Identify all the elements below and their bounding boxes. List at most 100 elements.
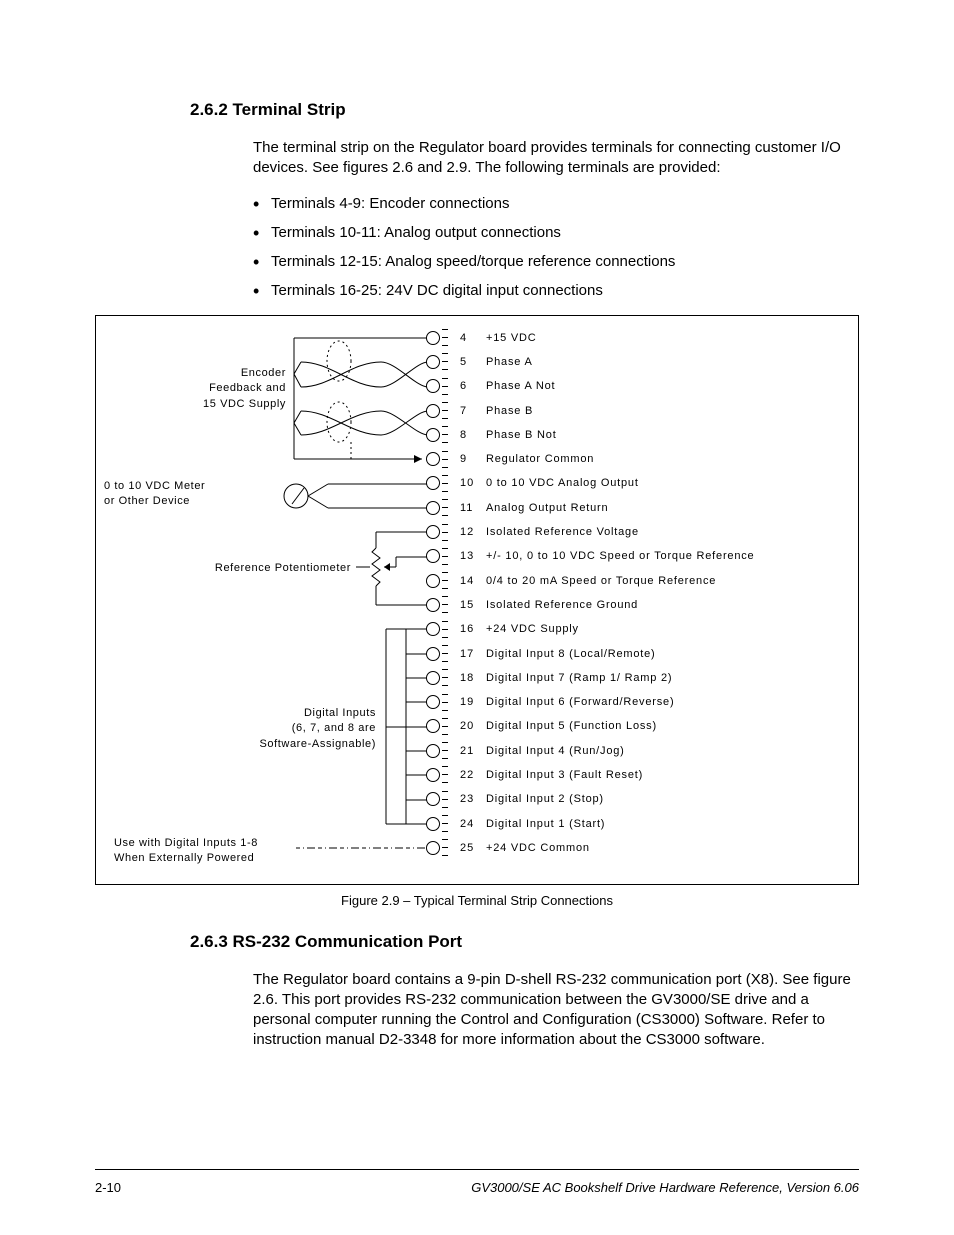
figure-box: 4 +15 VDC 5 Phase A 6Phase A Not 7 Phase B 8 Pha… [95,315,859,885]
label-meter: 0 to 10 VDC Meteror Other Device [104,479,276,511]
terminal-number: 24 [460,818,480,830]
label-digital: Digital Inputs(6, 7, and 8 areSoftware-A… [156,706,376,754]
terminal-screw-icon [442,742,448,759]
terminal-row: 12Isolated Reference Voltage [426,520,754,544]
terminal-row: 17Digital Input 8 (Local/Remote) [426,641,754,665]
terminal-screw-icon [442,402,448,419]
terminal-number: 4 [460,332,480,344]
terminal-circle-icon [426,719,440,733]
terminal-screw-icon [442,839,448,856]
terminal-circle-icon [426,525,440,539]
terminal-circle-icon [426,452,440,466]
intro-text: The terminal strip on the Regulator boar… [253,138,859,179]
terminal-screw-icon [442,378,448,395]
terminal-circle-icon [426,355,440,369]
terminal-number: 20 [460,720,480,732]
terminal-row: 10 0 to 10 VDC Analog Output [426,471,754,495]
terminal-circle-icon [426,744,440,758]
terminal-row: 19Digital Input 6 (Forward/Reverse) [426,690,754,714]
terminal-row: 25+24 VDC Common [426,836,754,860]
terminal-screw-icon [442,524,448,541]
terminal-circle-icon [426,622,440,636]
terminal-number: 10 [460,477,480,489]
terminal-screw-icon [442,694,448,711]
terminal-number: 7 [460,405,480,417]
terminal-label: +24 VDC Common [486,842,590,854]
terminal-number: 12 [460,526,480,538]
terminal-number: 8 [460,429,480,441]
terminal-row: 22Digital Input 3 (Fault Reset) [426,763,754,787]
section-heading-2: 2.6.3 RS-232 Communication Port [190,932,859,952]
terminal-screw-icon [442,766,448,783]
terminal-row: 9 Regulator Common [426,447,754,471]
terminal-label: Digital Input 7 (Ramp 1/ Ramp 2) [486,672,672,684]
terminal-row: 23Digital Input 2 (Stop) [426,787,754,811]
terminal-row: 11 Analog Output Return [426,496,754,520]
terminal-number: 15 [460,599,480,611]
terminal-screw-icon [442,645,448,662]
terminal-label: +24 VDC Supply [486,623,579,635]
terminal-screw-icon [442,791,448,808]
terminal-label: 0/4 to 20 mA Speed or Torque Reference [486,575,716,587]
terminal-circle-icon [426,501,440,515]
terminal-circle-icon [426,671,440,685]
body-text-2: The Regulator board contains a 9-pin D-s… [253,970,859,1051]
terminal-circle-icon [426,574,440,588]
terminal-number: 11 [460,502,480,514]
page-footer: 2-10 GV3000/SE AC Bookshelf Drive Hardwa… [95,1169,859,1195]
terminal-screw-icon [442,572,448,589]
terminal-screw-icon [442,451,448,468]
terminal-row: 15Isolated Reference Ground [426,593,754,617]
terminal-circle-icon [426,817,440,831]
terminal-label: Phase B [486,405,533,417]
terminal-label: Digital Input 3 (Fault Reset) [486,769,643,781]
terminal-label: Regulator Common [486,453,594,465]
terminal-row: 16+24 VDC Supply [426,617,754,641]
terminal-number: 9 [460,453,480,465]
terminal-number: 5 [460,356,480,368]
terminal-row: 6Phase A Not [426,374,754,398]
page: 2.6.2 Terminal Strip The terminal strip … [0,0,954,1235]
bullet-item: Terminals 16-25: 24V DC digital input co… [253,282,859,299]
terminal-label: Digital Input 5 (Function Loss) [486,720,657,732]
label-encoder: EncoderFeedback and15 VDC Supply [116,366,286,414]
terminal-label: Digital Input 1 (Start) [486,818,605,830]
terminal-circle-icon [426,404,440,418]
terminal-row: 4 +15 VDC [426,326,754,350]
terminal-screw-icon [442,596,448,613]
terminal-screw-icon [442,475,448,492]
terminal-label: Phase A Not [486,380,555,392]
terminal-circle-icon [426,598,440,612]
terminal-row: 21Digital Input 4 (Run/Jog) [426,739,754,763]
bullet-list: Terminals 4-9: Encoder connections Termi… [253,195,859,299]
terminal-screw-icon [442,669,448,686]
terminal-label: Digital Input 2 (Stop) [486,793,604,805]
terminal-circle-icon [426,476,440,490]
bullet-item: Terminals 10-11: Analog output connectio… [253,224,859,241]
bullet-item: Terminals 4-9: Encoder connections [253,195,859,212]
terminal-circle-icon [426,841,440,855]
bullet-item: Terminals 12-15: Analog speed/torque ref… [253,253,859,270]
terminal-circle-icon [426,379,440,393]
terminal-circle-icon [426,428,440,442]
terminal-row: 13+/- 10, 0 to 10 VDC Speed or Torque Re… [426,544,754,568]
terminal-label: Phase A [486,356,533,368]
terminal-row: 24 Digital Input 1 (Start) [426,811,754,835]
label-refpot: Reference Potentiometer [136,561,351,577]
terminal-label: Digital Input 8 (Local/Remote) [486,648,656,660]
terminal-circle-icon [426,768,440,782]
terminal-circle-icon [426,331,440,345]
terminal-strip: 4 +15 VDC 5 Phase A 6Phase A Not 7 Phase B 8 Pha… [426,326,754,861]
terminal-screw-icon [442,815,448,832]
terminal-label: Phase B Not [486,429,557,441]
terminal-row: 7 Phase B [426,398,754,422]
terminal-number: 21 [460,745,480,757]
terminal-screw-icon [442,426,448,443]
terminal-label: Analog Output Return [486,502,608,514]
terminal-label: +15 VDC [486,332,537,344]
terminal-screw-icon [442,353,448,370]
terminal-number: 18 [460,672,480,684]
terminal-label: 0 to 10 VDC Analog Output [486,477,639,489]
terminal-row: 5 Phase A [426,350,754,374]
terminal-row: 18 Digital Input 7 (Ramp 1/ Ramp 2) [426,666,754,690]
